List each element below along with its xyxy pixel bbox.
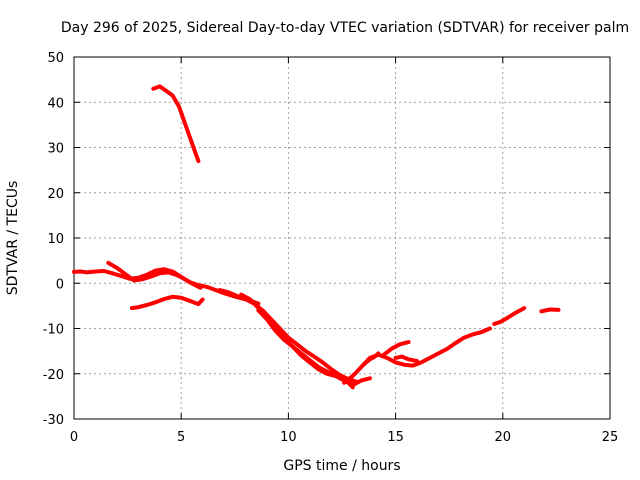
y-tick-label: -10 (43, 323, 64, 338)
series-arc-7 (256, 308, 355, 390)
series-arc-2 (72, 267, 261, 306)
y-tick-label: -20 (43, 368, 64, 383)
x-tick-label: 25 (602, 430, 619, 445)
series-arc-1 (151, 84, 201, 164)
series-arc-3 (106, 260, 203, 290)
y-tick-labels: -30 -20 -10 0 10 20 30 40 50 (43, 51, 64, 428)
series-arc-4 (129, 294, 205, 311)
y-tick-label: 10 (47, 232, 64, 247)
x-tick-label: 10 (280, 430, 297, 445)
x-tick-labels: 0 5 10 15 20 25 (70, 430, 618, 445)
x-tick-label: 5 (177, 430, 185, 445)
series-arc-13 (539, 307, 561, 314)
grid-lines (74, 57, 610, 419)
y-tick-label: -30 (43, 413, 64, 428)
y-tick-label: 50 (47, 51, 64, 66)
series-arc-6 (239, 292, 372, 388)
y-tick-label: 20 (47, 187, 64, 202)
x-tick-label: 0 (70, 430, 78, 445)
y-axis-label: SDTVAR / TECUs (5, 181, 21, 296)
x-tick-label: 20 (495, 430, 512, 445)
y-tick-label: 0 (56, 277, 64, 292)
series-arc-9 (361, 351, 381, 367)
chart-title: Day 296 of 2025, Sidereal Day-to-day VTE… (61, 20, 629, 36)
y-tick-label: 30 (47, 142, 64, 157)
series-group (72, 84, 561, 390)
series-arc-10 (380, 340, 411, 358)
y-tick-label: 40 (47, 96, 64, 111)
x-tick-label: 15 (387, 430, 404, 445)
series-arc-8 (342, 326, 492, 385)
x-axis-label: GPS time / hours (283, 458, 400, 474)
series-arc-11 (393, 354, 419, 364)
series-arc-12 (492, 306, 527, 326)
axis-ticks (73, 56, 611, 420)
series-arc-5 (217, 288, 359, 384)
